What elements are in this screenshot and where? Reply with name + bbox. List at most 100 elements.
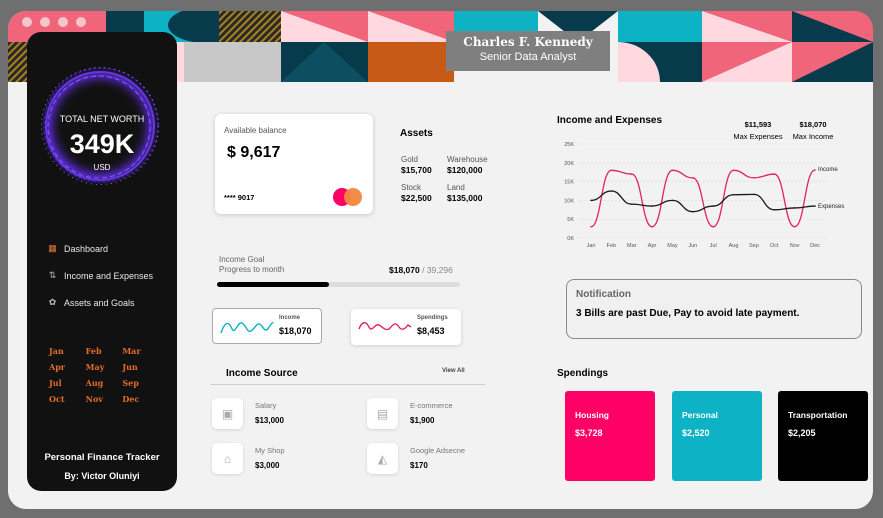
dashboard-grid-icon: ▦ bbox=[48, 243, 57, 253]
data-point bbox=[590, 199, 592, 202]
spending-tile-housing[interactable]: Housing $3,728 bbox=[565, 391, 655, 481]
x-tick-label: Sep bbox=[749, 243, 759, 249]
income-mini-label: Income bbox=[279, 315, 301, 321]
profile-name: Charles F. Kennedy bbox=[463, 35, 593, 49]
window-dots bbox=[22, 17, 86, 27]
balance-card: Available balance $ 9,617 **** 9017 bbox=[215, 114, 373, 214]
income-source-label: Google Adsecne bbox=[410, 446, 466, 455]
income-source-label: E-commerce bbox=[410, 401, 453, 410]
series-label: Expenses bbox=[818, 204, 844, 210]
x-tick-label: Oct bbox=[770, 243, 779, 249]
goal-separator: / bbox=[419, 265, 427, 275]
view-all-link[interactable]: View All bbox=[442, 368, 465, 374]
income-source-value: $3,000 bbox=[255, 461, 280, 470]
series-line-income bbox=[590, 169, 816, 228]
data-point bbox=[793, 207, 796, 209]
asset-value: $135,000 bbox=[447, 193, 483, 203]
y-tick-label: 0K bbox=[567, 236, 574, 242]
networth-value: 349K bbox=[69, 129, 135, 159]
spending-value: $2,205 bbox=[788, 428, 816, 438]
nav-item-label: Dashboard bbox=[64, 243, 109, 254]
income-goal-subtitle: Progress to month bbox=[219, 265, 285, 274]
income-source-value: $170 bbox=[410, 461, 428, 470]
month-button[interactable]: Mar bbox=[122, 346, 141, 356]
x-tick-label: Aug bbox=[729, 243, 739, 249]
max-expenses-value: $11,593 bbox=[744, 120, 772, 129]
data-point bbox=[773, 209, 776, 211]
month-button[interactable]: Aug bbox=[85, 378, 104, 388]
data-point bbox=[630, 203, 633, 205]
month-button[interactable]: Feb bbox=[85, 346, 102, 356]
profile-role: Senior Data Analyst bbox=[479, 51, 577, 63]
month-button[interactable]: Jan bbox=[49, 346, 64, 356]
data-point bbox=[651, 225, 653, 228]
income-source-title: Income Source bbox=[226, 368, 298, 379]
data-point bbox=[814, 169, 816, 171]
nav-item-label: Assets and Goals bbox=[64, 297, 135, 308]
data-point bbox=[712, 205, 714, 207]
month-button[interactable]: Nov bbox=[85, 394, 103, 404]
x-tick-label: Apr bbox=[648, 243, 657, 249]
nav-item-income-expenses[interactable]: ⇅ Income and Expenses bbox=[47, 262, 153, 289]
brain-icon: ✿ bbox=[48, 297, 57, 307]
x-tick-label: Feb bbox=[607, 243, 616, 249]
nav-item-dashboard[interactable]: ▦ Dashboard bbox=[47, 235, 153, 262]
month-button[interactable]: Sep bbox=[122, 378, 139, 388]
spending-label: Personal bbox=[682, 410, 718, 420]
data-point bbox=[610, 169, 613, 172]
divider bbox=[210, 384, 485, 385]
spending-tile-personal[interactable]: Personal $2,520 bbox=[672, 391, 762, 481]
y-tick-label: 20K bbox=[564, 161, 574, 167]
month-button[interactable]: Jun bbox=[122, 362, 138, 372]
data-point bbox=[692, 210, 694, 213]
series-line-expenses bbox=[590, 190, 816, 213]
data-point bbox=[773, 173, 776, 175]
month-slicer: Jan Feb Mar Apr May Jun Jul Aug Sep Oct … bbox=[49, 346, 159, 404]
balance-label: Available balance bbox=[224, 126, 287, 135]
mastercard-icon bbox=[333, 188, 363, 206]
max-income-stat: $18,070 Max Income bbox=[783, 120, 843, 141]
data-point bbox=[671, 169, 674, 172]
spendings-mini-value: $8,453 bbox=[417, 326, 445, 336]
spendings-sparkline bbox=[358, 322, 412, 331]
data-point bbox=[753, 177, 755, 179]
profile-card: Charles F. Kennedy Senior Data Analyst bbox=[446, 31, 610, 71]
goal-current: $18,070 bbox=[389, 265, 420, 275]
spendings-title: Spendings bbox=[557, 368, 609, 379]
spending-tile-transportation[interactable]: Transportation $2,205 bbox=[778, 391, 868, 481]
decorative-banner bbox=[8, 11, 873, 82]
income-source-value: $13,000 bbox=[255, 416, 284, 425]
goal-target: 39,296 bbox=[426, 265, 453, 275]
month-button[interactable]: May bbox=[85, 362, 105, 372]
cash-register-icon: ▤ bbox=[367, 398, 398, 429]
banknote-icon: ▣ bbox=[212, 398, 243, 429]
window-dot bbox=[58, 17, 68, 27]
asset-label: Gold bbox=[401, 155, 418, 164]
max-income-label: Max Income bbox=[792, 132, 834, 141]
notification-card: Notification 3 Bills are past Due, Pay t… bbox=[566, 279, 862, 339]
window-dot bbox=[22, 17, 32, 27]
data-point bbox=[814, 205, 816, 207]
income-goal-progress-fill bbox=[217, 282, 329, 287]
nav-item-label: Income and Expenses bbox=[64, 270, 154, 281]
shop-icon: ⌂ bbox=[212, 443, 243, 474]
data-point bbox=[692, 177, 694, 179]
nav-item-assets-goals[interactable]: ✿ Assets and Goals bbox=[47, 289, 153, 316]
month-button[interactable]: Dec bbox=[122, 394, 140, 404]
card-number: **** 9017 bbox=[224, 193, 255, 202]
month-button[interactable]: Jul bbox=[49, 378, 62, 388]
income-source-label: Salary bbox=[255, 401, 277, 410]
month-button[interactable]: Oct bbox=[49, 394, 65, 404]
month-button[interactable]: Apr bbox=[49, 362, 66, 372]
income-source-value: $1,900 bbox=[410, 416, 435, 425]
spendings-mini-card: Spendings $8,453 bbox=[351, 309, 461, 345]
y-tick-label: 25K bbox=[564, 142, 574, 148]
max-expenses-label: Max Expenses bbox=[733, 132, 783, 141]
data-point bbox=[712, 225, 714, 228]
app-title: Personal Finance Tracker bbox=[44, 452, 160, 463]
data-point bbox=[732, 169, 735, 172]
y-tick-label: 10K bbox=[564, 198, 574, 204]
y-tick-label: 15K bbox=[564, 180, 574, 186]
x-tick-label: Mar bbox=[627, 243, 637, 249]
google-ads-icon: ◭ bbox=[367, 443, 398, 474]
